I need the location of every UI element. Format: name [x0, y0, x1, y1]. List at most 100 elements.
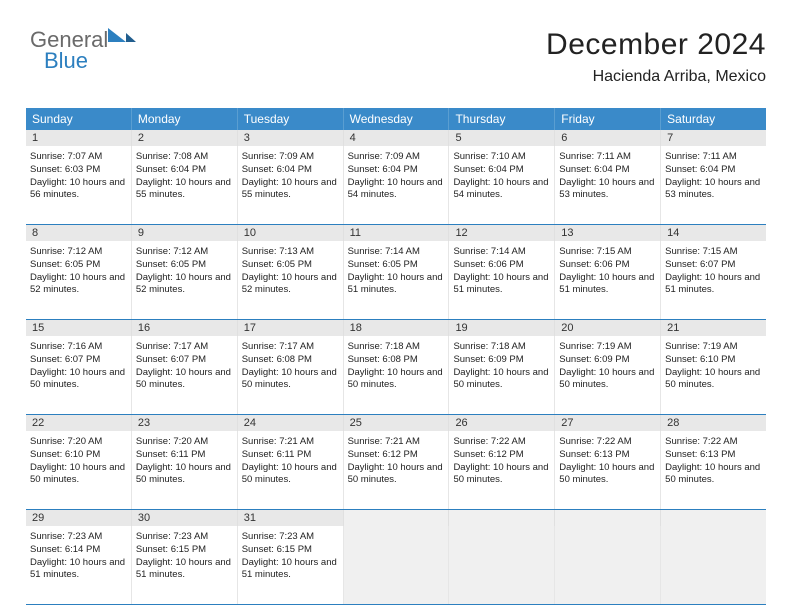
- logo-triangle2-icon: [126, 33, 136, 42]
- day-cell: Sunrise: 7:23 AMSunset: 6:14 PMDaylight:…: [26, 526, 132, 604]
- day-cell: Sunrise: 7:23 AMSunset: 6:15 PMDaylight:…: [132, 526, 238, 604]
- day-header: Saturday: [661, 108, 766, 130]
- day-cell: Sunrise: 7:22 AMSunset: 6:12 PMDaylight:…: [449, 431, 555, 509]
- day-cell: Sunrise: 7:19 AMSunset: 6:09 PMDaylight:…: [555, 336, 661, 414]
- day-number: 12: [449, 225, 555, 241]
- day-cell: Sunrise: 7:11 AMSunset: 6:04 PMDaylight:…: [661, 146, 766, 224]
- day-cell: Sunrise: 7:09 AMSunset: 6:04 PMDaylight:…: [238, 146, 344, 224]
- day-number: 24: [238, 415, 344, 431]
- day-cell: Sunrise: 7:10 AMSunset: 6:04 PMDaylight:…: [449, 146, 555, 224]
- day-header: Thursday: [449, 108, 555, 130]
- day-cell: Sunrise: 7:19 AMSunset: 6:10 PMDaylight:…: [661, 336, 766, 414]
- logo: General Blue: [30, 28, 108, 74]
- day-info: Sunrise: 7:23 AMSunset: 6:15 PMDaylight:…: [136, 529, 233, 582]
- day-cell: Sunrise: 7:08 AMSunset: 6:04 PMDaylight:…: [132, 146, 238, 224]
- day-cell: Sunrise: 7:15 AMSunset: 6:06 PMDaylight:…: [555, 241, 661, 319]
- day-number: 7: [661, 130, 766, 146]
- day-info: Sunrise: 7:22 AMSunset: 6:13 PMDaylight:…: [665, 434, 762, 487]
- day-cell-blank: [344, 526, 450, 604]
- day-number: 1: [26, 130, 132, 146]
- day-cell: Sunrise: 7:11 AMSunset: 6:04 PMDaylight:…: [555, 146, 661, 224]
- day-number: 29: [26, 510, 132, 526]
- day-cell: Sunrise: 7:12 AMSunset: 6:05 PMDaylight:…: [26, 241, 132, 319]
- day-cell-blank: [555, 526, 661, 604]
- day-cell: Sunrise: 7:12 AMSunset: 6:05 PMDaylight:…: [132, 241, 238, 319]
- day-number: 14: [661, 225, 766, 241]
- day-cell: Sunrise: 7:09 AMSunset: 6:04 PMDaylight:…: [344, 146, 450, 224]
- daynum-row: 293031: [26, 510, 766, 526]
- day-number: 28: [661, 415, 766, 431]
- day-cell: Sunrise: 7:18 AMSunset: 6:09 PMDaylight:…: [449, 336, 555, 414]
- day-info: Sunrise: 7:16 AMSunset: 6:07 PMDaylight:…: [30, 339, 127, 392]
- day-number: 13: [555, 225, 661, 241]
- day-info: Sunrise: 7:22 AMSunset: 6:12 PMDaylight:…: [453, 434, 550, 487]
- day-info: Sunrise: 7:13 AMSunset: 6:05 PMDaylight:…: [242, 244, 339, 297]
- daynum-row: 22232425262728: [26, 415, 766, 431]
- day-header: Sunday: [26, 108, 132, 130]
- day-info: Sunrise: 7:11 AMSunset: 6:04 PMDaylight:…: [665, 149, 762, 202]
- day-cell-blank: [661, 526, 766, 604]
- day-header: Friday: [555, 108, 661, 130]
- day-header: Tuesday: [238, 108, 344, 130]
- day-number: 2: [132, 130, 238, 146]
- day-number: 23: [132, 415, 238, 431]
- day-cell: Sunrise: 7:20 AMSunset: 6:10 PMDaylight:…: [26, 431, 132, 509]
- day-number: 27: [555, 415, 661, 431]
- day-cell: Sunrise: 7:21 AMSunset: 6:12 PMDaylight:…: [344, 431, 450, 509]
- day-number: 30: [132, 510, 238, 526]
- day-info: Sunrise: 7:14 AMSunset: 6:05 PMDaylight:…: [348, 244, 445, 297]
- day-info: Sunrise: 7:18 AMSunset: 6:09 PMDaylight:…: [453, 339, 550, 392]
- day-number: 31: [238, 510, 344, 526]
- title-location: Hacienda Arriba, Mexico: [546, 68, 766, 86]
- day-header-row: Sunday Monday Tuesday Wednesday Thursday…: [26, 108, 766, 130]
- day-cell: Sunrise: 7:20 AMSunset: 6:11 PMDaylight:…: [132, 431, 238, 509]
- header-right: December 2024 Hacienda Arriba, Mexico: [546, 28, 766, 86]
- day-info: Sunrise: 7:10 AMSunset: 6:04 PMDaylight:…: [453, 149, 550, 202]
- day-number: 11: [344, 225, 450, 241]
- week-row: Sunrise: 7:23 AMSunset: 6:14 PMDaylight:…: [26, 526, 766, 605]
- day-info: Sunrise: 7:09 AMSunset: 6:04 PMDaylight:…: [348, 149, 445, 202]
- week-row: Sunrise: 7:16 AMSunset: 6:07 PMDaylight:…: [26, 336, 766, 415]
- day-number: 25: [344, 415, 450, 431]
- day-info: Sunrise: 7:14 AMSunset: 6:06 PMDaylight:…: [453, 244, 550, 297]
- day-info: Sunrise: 7:18 AMSunset: 6:08 PMDaylight:…: [348, 339, 445, 392]
- logo-triangle-icon: [108, 28, 126, 42]
- day-number-blank: [449, 510, 555, 526]
- day-cell-blank: [449, 526, 555, 604]
- day-number: 16: [132, 320, 238, 336]
- day-cell: Sunrise: 7:13 AMSunset: 6:05 PMDaylight:…: [238, 241, 344, 319]
- day-info: Sunrise: 7:12 AMSunset: 6:05 PMDaylight:…: [30, 244, 127, 297]
- title-month: December 2024: [546, 28, 766, 62]
- day-number: 17: [238, 320, 344, 336]
- day-cell: Sunrise: 7:17 AMSunset: 6:08 PMDaylight:…: [238, 336, 344, 414]
- day-cell: Sunrise: 7:14 AMSunset: 6:05 PMDaylight:…: [344, 241, 450, 319]
- day-number: 10: [238, 225, 344, 241]
- day-info: Sunrise: 7:17 AMSunset: 6:07 PMDaylight:…: [136, 339, 233, 392]
- day-cell: Sunrise: 7:18 AMSunset: 6:08 PMDaylight:…: [344, 336, 450, 414]
- daynum-row: 1234567: [26, 130, 766, 146]
- day-number-blank: [661, 510, 766, 526]
- day-cell: Sunrise: 7:07 AMSunset: 6:03 PMDaylight:…: [26, 146, 132, 224]
- day-info: Sunrise: 7:19 AMSunset: 6:10 PMDaylight:…: [665, 339, 762, 392]
- day-number: 9: [132, 225, 238, 241]
- day-info: Sunrise: 7:15 AMSunset: 6:07 PMDaylight:…: [665, 244, 762, 297]
- day-number: 26: [449, 415, 555, 431]
- day-info: Sunrise: 7:09 AMSunset: 6:04 PMDaylight:…: [242, 149, 339, 202]
- day-number: 4: [344, 130, 450, 146]
- day-cell: Sunrise: 7:17 AMSunset: 6:07 PMDaylight:…: [132, 336, 238, 414]
- day-info: Sunrise: 7:21 AMSunset: 6:12 PMDaylight:…: [348, 434, 445, 487]
- calendar: Sunday Monday Tuesday Wednesday Thursday…: [26, 108, 766, 605]
- day-cell: Sunrise: 7:22 AMSunset: 6:13 PMDaylight:…: [661, 431, 766, 509]
- day-number: 5: [449, 130, 555, 146]
- day-cell: Sunrise: 7:15 AMSunset: 6:07 PMDaylight:…: [661, 241, 766, 319]
- day-cell: Sunrise: 7:14 AMSunset: 6:06 PMDaylight:…: [449, 241, 555, 319]
- day-cell: Sunrise: 7:22 AMSunset: 6:13 PMDaylight:…: [555, 431, 661, 509]
- daynum-row: 15161718192021: [26, 320, 766, 336]
- day-header: Wednesday: [344, 108, 450, 130]
- day-info: Sunrise: 7:07 AMSunset: 6:03 PMDaylight:…: [30, 149, 127, 202]
- day-number: 18: [344, 320, 450, 336]
- day-header: Monday: [132, 108, 238, 130]
- day-number: 15: [26, 320, 132, 336]
- day-info: Sunrise: 7:08 AMSunset: 6:04 PMDaylight:…: [136, 149, 233, 202]
- day-info: Sunrise: 7:23 AMSunset: 6:15 PMDaylight:…: [242, 529, 339, 582]
